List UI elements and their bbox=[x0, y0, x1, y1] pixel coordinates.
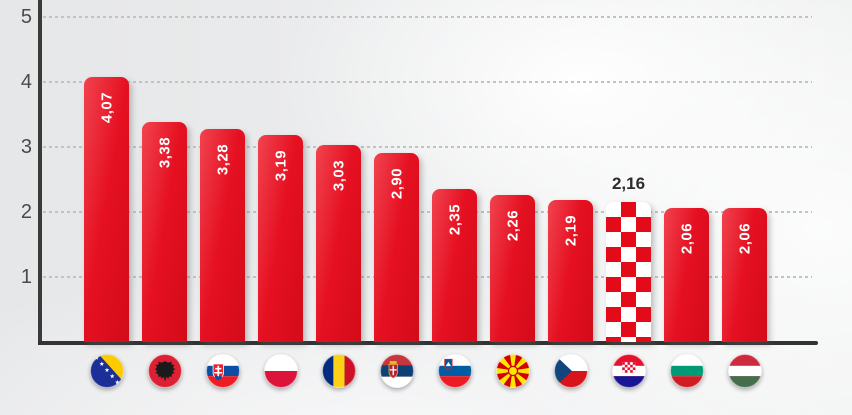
bar-north-macedonia: 2,26 bbox=[490, 195, 535, 342]
flag-romania-icon bbox=[321, 354, 356, 388]
y-tick-label: 4 bbox=[20, 71, 32, 93]
bar-value-label: 2,35 bbox=[446, 203, 463, 236]
bar-hungary: 2,06 bbox=[722, 208, 767, 342]
gridline bbox=[43, 211, 812, 213]
flag-slovakia-icon bbox=[205, 354, 240, 388]
bar-value-label: 2,06 bbox=[678, 222, 695, 255]
flag-hungary-icon bbox=[727, 354, 762, 388]
x-axis-line bbox=[38, 341, 818, 345]
bar-value-label: 2,06 bbox=[736, 222, 753, 255]
bar-slovakia: 3,28 bbox=[200, 129, 245, 342]
gridline bbox=[43, 81, 812, 83]
bar-value-label: 2,26 bbox=[504, 209, 521, 242]
bar-value-label: 2,90 bbox=[388, 167, 405, 200]
bar-value-label: 2,16 bbox=[611, 174, 646, 193]
bar-slovenia: 2,35 bbox=[432, 189, 477, 342]
bar-value-label: 3,03 bbox=[330, 159, 347, 192]
flag-croatia-icon bbox=[611, 354, 646, 388]
bar-serbia: 2,90 bbox=[374, 153, 419, 342]
bar-poland: 3,19 bbox=[258, 135, 303, 342]
bar-albania: 3,38 bbox=[142, 122, 187, 342]
bar-romania: 3,03 bbox=[316, 145, 361, 342]
flag-north-macedonia-icon bbox=[495, 354, 530, 388]
gridline bbox=[43, 146, 812, 148]
y-axis-line bbox=[38, 0, 42, 345]
flag-czech-republic-icon bbox=[553, 354, 588, 388]
flag-bulgaria-icon bbox=[669, 354, 704, 388]
y-tick-label: 2 bbox=[20, 201, 32, 223]
bar-value-label: 2,19 bbox=[562, 214, 579, 247]
gridline bbox=[43, 276, 812, 278]
flag-serbia-icon bbox=[379, 354, 414, 388]
flag-slovenia-icon bbox=[437, 354, 472, 388]
bar-bulgaria: 2,06 bbox=[664, 208, 709, 342]
bar-value-label: 4,07 bbox=[98, 91, 115, 124]
bar-bosnia: 4,07 bbox=[84, 77, 129, 342]
bar-value-label: 3,19 bbox=[272, 149, 289, 182]
bar-czech-republic: 2,19 bbox=[548, 200, 593, 342]
flag-poland-icon bbox=[263, 354, 298, 388]
bar-value-label: 3,38 bbox=[156, 136, 173, 169]
y-tick-label: 3 bbox=[20, 136, 32, 158]
y-tick-label: 1 bbox=[20, 266, 32, 288]
y-tick-label: 5 bbox=[20, 6, 32, 28]
bar-croatia: 2,16 bbox=[606, 174, 651, 342]
gridline bbox=[43, 16, 812, 18]
bar-value-label: 3,28 bbox=[214, 143, 231, 176]
flag-albania-icon bbox=[147, 354, 182, 388]
flag-bosnia-icon bbox=[89, 354, 124, 388]
